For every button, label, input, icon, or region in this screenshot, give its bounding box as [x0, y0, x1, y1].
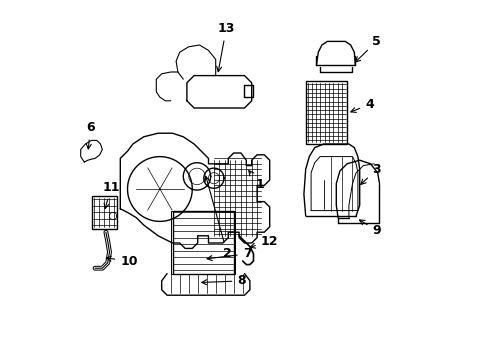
Text: 10: 10: [106, 255, 138, 267]
Text: 7: 7: [206, 247, 251, 261]
Text: 4: 4: [350, 98, 373, 112]
Bar: [172, 211, 233, 274]
Bar: [305, 81, 346, 144]
Text: 3: 3: [360, 163, 380, 184]
Text: 9: 9: [359, 220, 380, 237]
Bar: [170, 211, 172, 274]
Text: 5: 5: [355, 35, 380, 62]
Text: 12: 12: [250, 235, 278, 248]
Text: 11: 11: [102, 181, 120, 208]
Text: 1: 1: [248, 171, 264, 191]
Bar: [91, 196, 117, 229]
Text: 6: 6: [86, 121, 95, 149]
Text: 13: 13: [216, 22, 234, 72]
Text: 2: 2: [204, 177, 231, 260]
Bar: [233, 211, 235, 274]
Text: 8: 8: [202, 274, 245, 287]
